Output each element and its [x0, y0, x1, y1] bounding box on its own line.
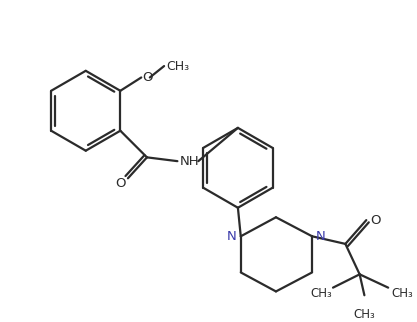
Text: O: O	[142, 71, 153, 84]
Text: CH₃: CH₃	[392, 287, 413, 300]
Text: N: N	[227, 230, 237, 243]
Text: O: O	[115, 176, 126, 190]
Text: NH: NH	[179, 155, 199, 168]
Text: CH₃: CH₃	[311, 287, 332, 300]
Text: N: N	[316, 230, 326, 243]
Text: CH₃: CH₃	[354, 308, 375, 321]
Text: CH₃: CH₃	[166, 60, 189, 72]
Text: O: O	[370, 213, 381, 227]
